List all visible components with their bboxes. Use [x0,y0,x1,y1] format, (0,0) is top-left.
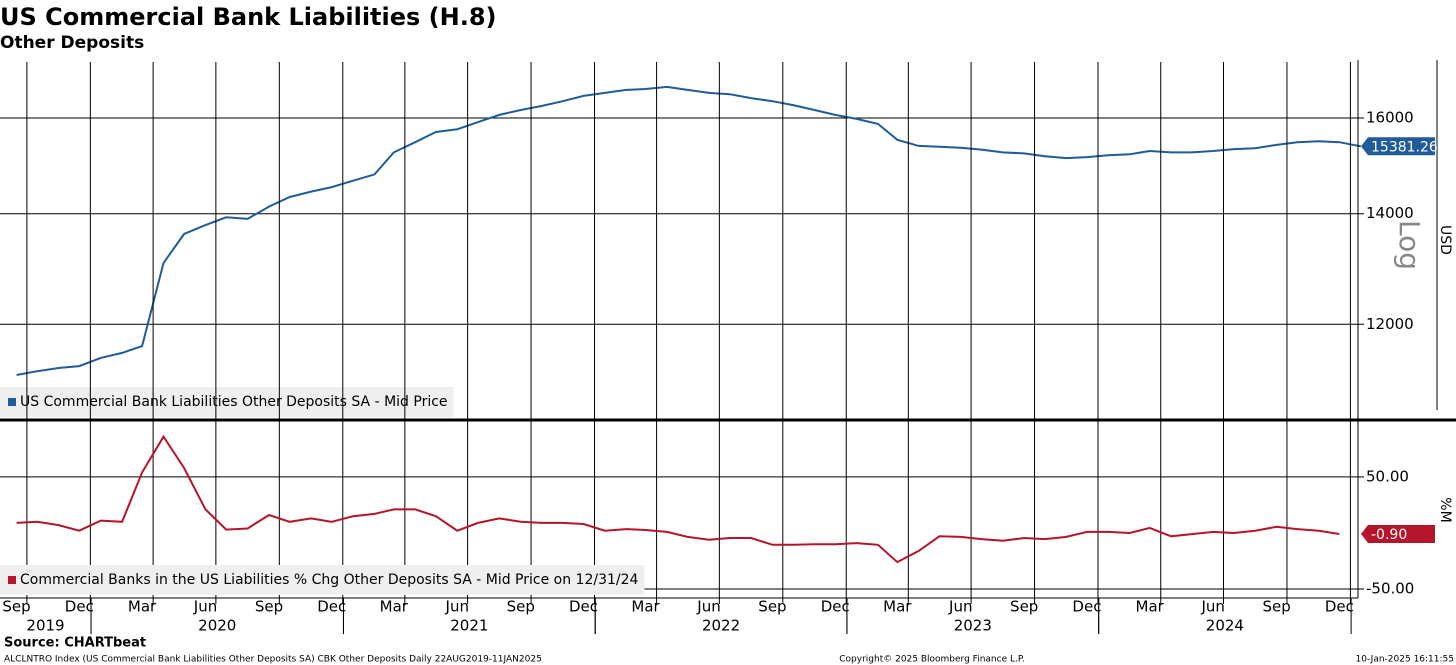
legend-background [0,387,454,417]
y-tick-label: 50.00 [1366,467,1409,485]
timestamp: 10-Jan-2025 16:11:55 [1355,655,1454,665]
x-tick-label: Sep [2,598,30,616]
year-label: 2019 [26,617,64,635]
y-axis-label: USD [1437,225,1453,255]
y-tick-label: -50.00 [1366,580,1414,598]
x-tick-label: Sep [255,598,283,616]
last-value-label: -0.90 [1371,527,1407,543]
last-value-box [1361,137,1435,156]
legend-label: Commercial Banks in the US Liabilities %… [20,572,639,588]
x-tick-label: Dec [1072,598,1101,616]
x-tick-label: Dec [65,598,94,616]
year-label: 2021 [450,617,488,635]
data-line [16,85,1361,376]
x-tick-label: Jun [948,598,972,616]
x-tick-label: Jun [193,598,217,616]
x-tick-label: Dec [317,598,346,616]
footer-description: ALCLNTRO Index (US Commercial Bank Liabi… [4,655,542,665]
y-tick-label: 14000 [1366,204,1414,222]
chart-title: US Commercial Bank Liabilities (H.8) [0,3,497,31]
data-line [16,434,1340,564]
x-tick-label: Sep [1262,598,1290,616]
legend-swatch [8,576,16,584]
source: Source: CHARTbeat [4,636,146,651]
legend-label: US Commercial Bank Liabilities Other Dep… [20,394,448,410]
x-tick-label: Mar [1136,598,1165,616]
y-tick-label: 12000 [1366,315,1414,333]
copyright: Copyright© 2025 Bloomberg Finance L.P. [839,655,1024,665]
x-tick-label: Sep [758,598,786,616]
legend-background [0,565,645,595]
year-label: 2024 [1206,617,1244,635]
y-tick-label: 16000 [1366,109,1414,127]
y-axis-label: %M [1437,497,1453,522]
x-tick-label: Dec [1325,598,1354,616]
x-tick-label: Mar [631,598,660,616]
legend-swatch [8,398,16,406]
last-value-label: 15381.26 [1371,139,1438,155]
x-tick-label: Mar [380,598,409,616]
x-tick-label: Mar [883,598,912,616]
x-tick-label: Dec [821,598,850,616]
year-label: 2023 [954,617,992,635]
last-value-box [1361,524,1435,543]
x-tick-label: Jun [445,598,469,616]
year-label: 2020 [198,617,236,635]
x-tick-label: Jun [1200,598,1224,616]
x-tick-label: Jun [696,598,720,616]
x-tick-label: Sep [507,598,535,616]
x-tick-label: Dec [569,598,598,616]
chart-subtitle: Other Deposits [0,33,144,53]
x-tick-label: Mar [128,598,157,616]
scale-annotation: Log [1393,220,1426,270]
x-tick-label: Sep [1010,598,1038,616]
year-label: 2022 [702,617,740,635]
